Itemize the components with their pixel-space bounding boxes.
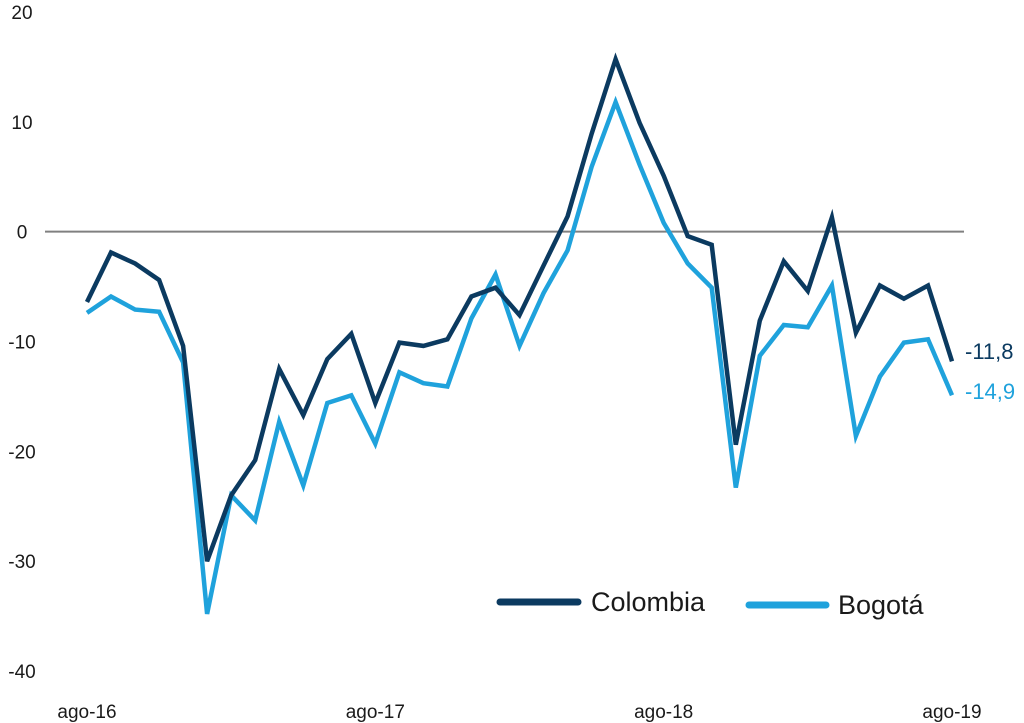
y-tick-label: 0 [17, 223, 28, 244]
legend-label: Colombia [591, 587, 706, 617]
y-tick-label: -40 [8, 662, 35, 683]
series-end-label: -11,8 [965, 339, 1014, 364]
x-tick-label: ago-19 [922, 702, 981, 723]
series-end-label: -14,9 [965, 379, 1015, 404]
y-tick-label: -10 [8, 333, 35, 354]
y-tick-label: 20 [11, 3, 32, 24]
x-tick-label: ago-17 [346, 702, 405, 723]
y-tick-label: -20 [8, 442, 35, 463]
series-line-colombia [84, 52, 955, 562]
legend: Colombia Bogotá [496, 587, 925, 620]
series-end-labels: -11,8 -14,9 [965, 339, 1015, 404]
x-axis-ticks: ago-16 ago-17 ago-18 ago-19 [57, 702, 981, 723]
x-tick-label: ago-16 [57, 702, 116, 723]
y-tick-label: 10 [11, 113, 32, 134]
series-lines [84, 52, 955, 615]
x-tick-label: ago-18 [634, 702, 693, 723]
y-tick-label: -30 [8, 552, 35, 573]
legend-label: Bogotá [838, 590, 925, 620]
y-axis-ticks: 20 10 0 -10 -20 -30 -40 [8, 3, 35, 683]
